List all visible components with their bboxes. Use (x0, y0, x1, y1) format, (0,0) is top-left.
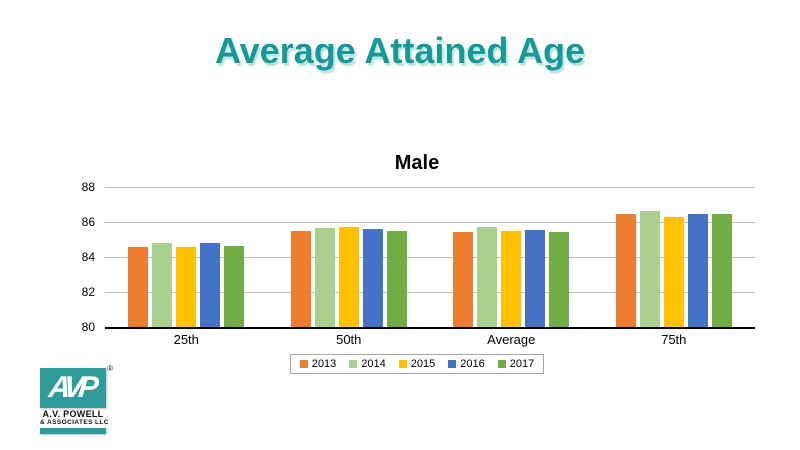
bar-2016-average (525, 229, 546, 327)
chart-title: Male (394, 152, 440, 174)
legend-swatch-icon-2015 (398, 360, 407, 368)
legend-row: 2013 2014 2015 2016 2017 (65, 354, 755, 374)
y-tick-label-82: 82 (81, 285, 95, 299)
logo-bar (40, 428, 106, 435)
bar-chart: Male 80 82 84 86 88 25th 50th Average 75th 2013… (65, 152, 755, 374)
legend-label-2013: 2013 (311, 358, 337, 370)
legend-item-2014: 2014 (349, 358, 386, 370)
registered-trademark-icon: ® (107, 364, 113, 373)
gridline-88 (105, 187, 755, 188)
plot-wrap: 80 82 84 86 88 (65, 181, 755, 333)
bar-2013-50th (290, 230, 311, 327)
x-axis-labels: 25th 50th Average 75th (65, 332, 755, 347)
bar-2017-75th (711, 214, 732, 327)
bar-2017-25th (224, 245, 245, 327)
x-label-average: Average (487, 332, 536, 347)
logo-mark: AVP ® (40, 364, 113, 408)
legend-swatch-icon-2016 (448, 360, 457, 368)
legend: 2013 2014 2015 2016 2017 (289, 354, 545, 374)
bar-2015-25th (176, 246, 197, 327)
bar-2016-75th (687, 214, 708, 327)
bar-2014-50th (314, 228, 335, 327)
bar-2014-average (477, 227, 498, 327)
legend-item-2015: 2015 (398, 358, 436, 370)
legend-label-2015: 2015 (410, 358, 436, 370)
bar-group-average (430, 187, 593, 327)
legend-swatch-icon-2014 (349, 360, 358, 368)
legend-item-2013: 2013 (299, 358, 337, 370)
bar-2015-50th (338, 227, 359, 327)
legend-label-2014: 2014 (361, 358, 386, 370)
legend-label-2016: 2016 (460, 358, 485, 370)
gridline-86 (105, 222, 755, 223)
x-label-75th: 75th (661, 332, 687, 347)
bar-groups (105, 187, 755, 327)
x-label-25th: 25th (173, 332, 199, 347)
logo-company-suffix: & ASSOCIATES LLC (40, 419, 109, 427)
legend-item-2017: 2017 (497, 358, 535, 370)
bar-2017-average (549, 231, 570, 327)
logo-company-name: A.V. POWELL (42, 409, 104, 419)
bar-2015-75th (663, 216, 684, 327)
bar-2013-75th (615, 214, 636, 327)
x-label-50th: 50th (336, 332, 362, 347)
bar-group-50th (268, 187, 431, 327)
bar-2016-25th (200, 243, 221, 327)
slide-title: Average Attained Age (214, 30, 586, 71)
company-logo: AVP ® A.V. POWELL & ASSOCIATES LLC (40, 364, 113, 435)
bar-group-25th (105, 187, 268, 327)
bar-2015-average (501, 230, 522, 327)
legend-label-2017: 2017 (509, 358, 535, 370)
y-tick-label-80: 80 (81, 320, 95, 334)
bar-2014-25th (152, 243, 173, 327)
logo-letters: AVP (47, 371, 96, 404)
bar-2017-50th (386, 230, 407, 327)
bar-2013-25th (128, 246, 149, 327)
bar-group-75th (593, 187, 756, 327)
bar-2016-50th (362, 229, 383, 327)
gridline-84 (105, 257, 755, 258)
y-tick-label-88: 88 (81, 180, 95, 194)
y-tick-label-84: 84 (81, 250, 95, 264)
bar-2014-75th (639, 210, 660, 327)
gridline-82 (105, 292, 755, 293)
y-axis: 80 82 84 86 88 (65, 181, 105, 333)
plot-area (105, 187, 755, 329)
bar-2013-average (453, 231, 474, 327)
legend-item-2016: 2016 (448, 358, 485, 370)
y-tick-label-86: 86 (81, 215, 95, 229)
legend-swatch-icon-2013 (299, 360, 308, 368)
x-axis-line (105, 327, 755, 329)
legend-swatch-icon-2017 (497, 360, 506, 368)
